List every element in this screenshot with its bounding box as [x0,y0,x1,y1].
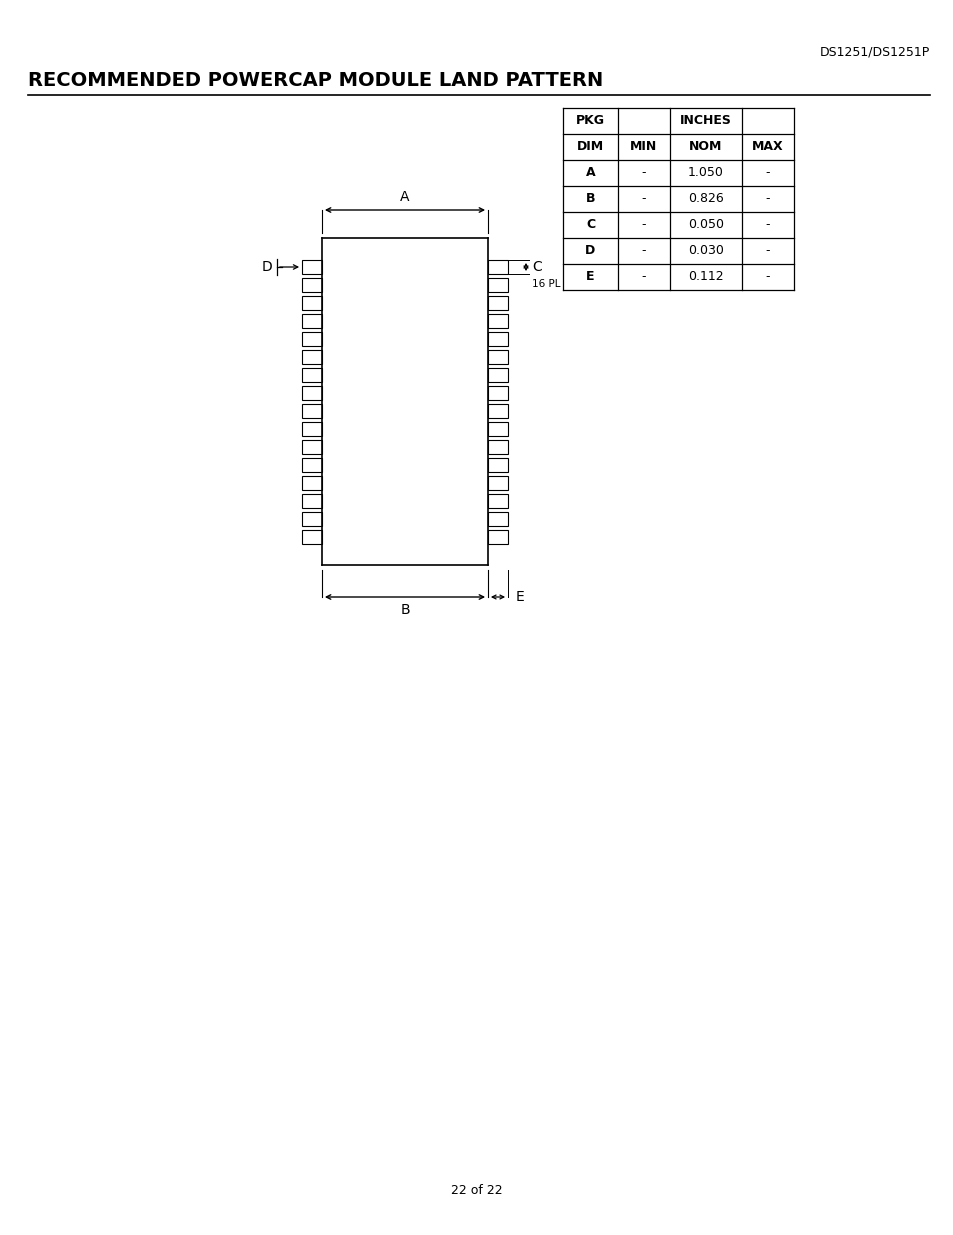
Bar [302,494,322,508]
Bar [488,350,507,364]
Bar [302,458,322,472]
Bar [488,278,507,291]
Text: B: B [585,193,595,205]
Text: -: - [765,245,769,258]
Text: DIM: DIM [577,141,603,153]
Text: NOM: NOM [689,141,722,153]
Bar [302,475,322,490]
Text: MAX: MAX [751,141,783,153]
Bar [488,494,507,508]
Text: 0.112: 0.112 [687,270,723,284]
Text: RECOMMENDED POWERCAP MODULE LAND PATTERN: RECOMMENDED POWERCAP MODULE LAND PATTERN [28,70,602,89]
Bar [488,314,507,329]
Bar [488,261,507,274]
Text: 0.050: 0.050 [687,219,723,231]
Text: B: B [399,603,410,618]
Text: -: - [641,193,645,205]
Text: -: - [641,270,645,284]
Text: -: - [765,219,769,231]
Text: C: C [532,261,541,274]
Bar [488,422,507,436]
Bar [302,422,322,436]
Text: INCHES: INCHES [679,115,731,127]
Bar [302,314,322,329]
Bar [302,530,322,543]
Bar [302,261,322,274]
Bar [488,475,507,490]
Text: 0.826: 0.826 [687,193,723,205]
Bar [488,458,507,472]
Text: 22 of 22: 22 of 22 [451,1183,502,1197]
Bar [488,513,507,526]
Bar [302,513,322,526]
Bar [302,296,322,310]
Text: 0.030: 0.030 [687,245,723,258]
Bar [302,404,322,417]
Bar [302,278,322,291]
Text: E: E [516,590,524,604]
Bar [488,296,507,310]
Text: -: - [765,167,769,179]
Text: C: C [585,219,595,231]
Text: -: - [641,219,645,231]
Bar [302,350,322,364]
Text: -: - [641,245,645,258]
Text: D: D [585,245,595,258]
Bar [302,368,322,382]
Text: -: - [765,193,769,205]
Text: -: - [641,167,645,179]
Text: A: A [585,167,595,179]
Text: 16 PL: 16 PL [532,279,560,289]
Text: 1.050: 1.050 [687,167,723,179]
Text: -: - [765,270,769,284]
Bar [302,440,322,454]
Text: PKG: PKG [576,115,604,127]
Text: D: D [262,261,273,274]
Bar [488,404,507,417]
Bar [302,387,322,400]
Text: DS1251/DS1251P: DS1251/DS1251P [819,46,929,58]
Bar [488,368,507,382]
Bar [488,440,507,454]
Bar [488,530,507,543]
Text: E: E [586,270,594,284]
Bar [302,332,322,346]
Bar [488,332,507,346]
Text: A: A [400,190,410,204]
Text: MIN: MIN [630,141,657,153]
Bar [488,387,507,400]
